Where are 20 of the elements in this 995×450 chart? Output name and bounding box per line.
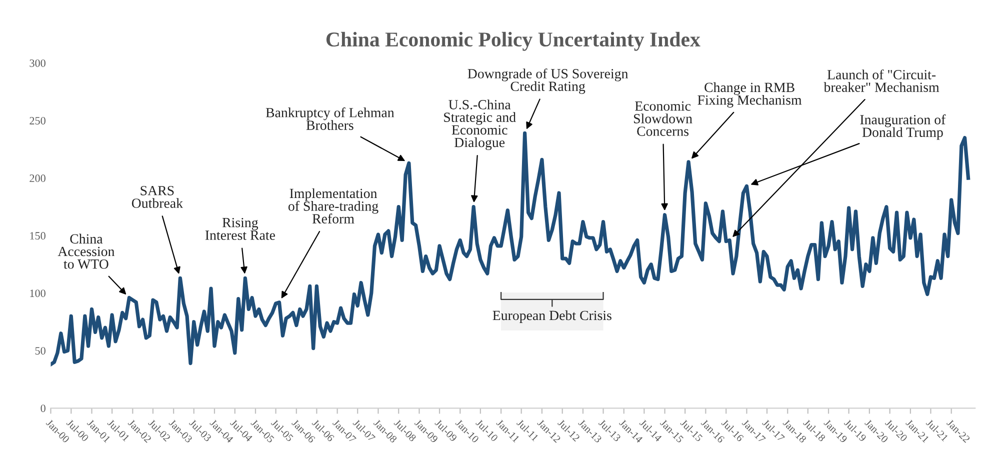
y-tick-label: 200 bbox=[30, 174, 46, 182]
y-tick-label: 100 bbox=[30, 290, 46, 298]
annotation: SARS Outbreak bbox=[132, 186, 184, 208]
y-tick-label: 150 bbox=[30, 232, 46, 240]
annotation: China Accession to WTO bbox=[58, 234, 115, 269]
y-tick-label: 250 bbox=[30, 116, 46, 124]
annotation: Downgrade of US Sovereign Credit Rating bbox=[468, 68, 628, 94]
annotation: Economic Slowdown Concerns bbox=[634, 101, 692, 136]
y-tick-label: 0 bbox=[40, 404, 46, 412]
annotation: U.S.-China Strategic and Economic Dialogue bbox=[444, 100, 516, 150]
band-label: European Debt Crisis bbox=[492, 310, 612, 323]
annotation: Rising Interest Rate bbox=[205, 218, 275, 240]
y-tick-label: 300 bbox=[30, 59, 46, 67]
y-tick-label: 50 bbox=[35, 347, 46, 355]
annotation: Implementation of Share-trading Reform bbox=[288, 188, 378, 224]
annotation: Launch of "Circuit- breaker" Mechanism bbox=[824, 69, 940, 92]
annotation: Inauguration of Donald Trump bbox=[860, 114, 946, 140]
chart-title: China Economic Policy Uncertainty Index bbox=[326, 32, 700, 51]
annotation: Change in RMB Fixing Mechanism bbox=[698, 82, 802, 108]
annotation: Bankruptcy of Lehman Brothers bbox=[266, 107, 394, 130]
